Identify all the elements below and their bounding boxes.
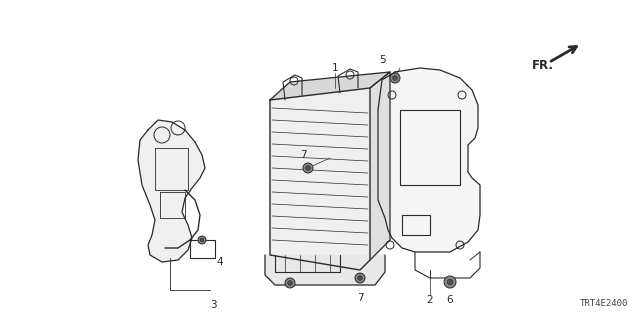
Circle shape [358, 276, 362, 280]
Circle shape [355, 273, 365, 283]
Text: 3: 3 [210, 300, 216, 310]
Polygon shape [370, 72, 390, 260]
Polygon shape [138, 120, 205, 262]
Text: 4: 4 [217, 257, 223, 267]
Circle shape [303, 163, 313, 173]
Text: 2: 2 [427, 295, 433, 305]
Polygon shape [270, 72, 390, 100]
Circle shape [198, 236, 206, 244]
Circle shape [444, 276, 456, 288]
Text: 5: 5 [380, 55, 387, 65]
Polygon shape [270, 88, 370, 270]
Circle shape [306, 166, 310, 170]
Text: TRT4E2400: TRT4E2400 [580, 299, 628, 308]
Polygon shape [378, 68, 480, 252]
Circle shape [447, 279, 452, 285]
Polygon shape [265, 255, 385, 285]
Text: 6: 6 [447, 295, 453, 305]
Circle shape [288, 281, 292, 285]
Circle shape [285, 278, 295, 288]
Circle shape [390, 73, 400, 83]
Circle shape [200, 238, 204, 242]
Text: 7: 7 [356, 293, 364, 303]
Text: 1: 1 [332, 63, 339, 73]
Text: FR.: FR. [532, 59, 554, 72]
Circle shape [393, 76, 397, 80]
Text: 7: 7 [300, 150, 307, 160]
